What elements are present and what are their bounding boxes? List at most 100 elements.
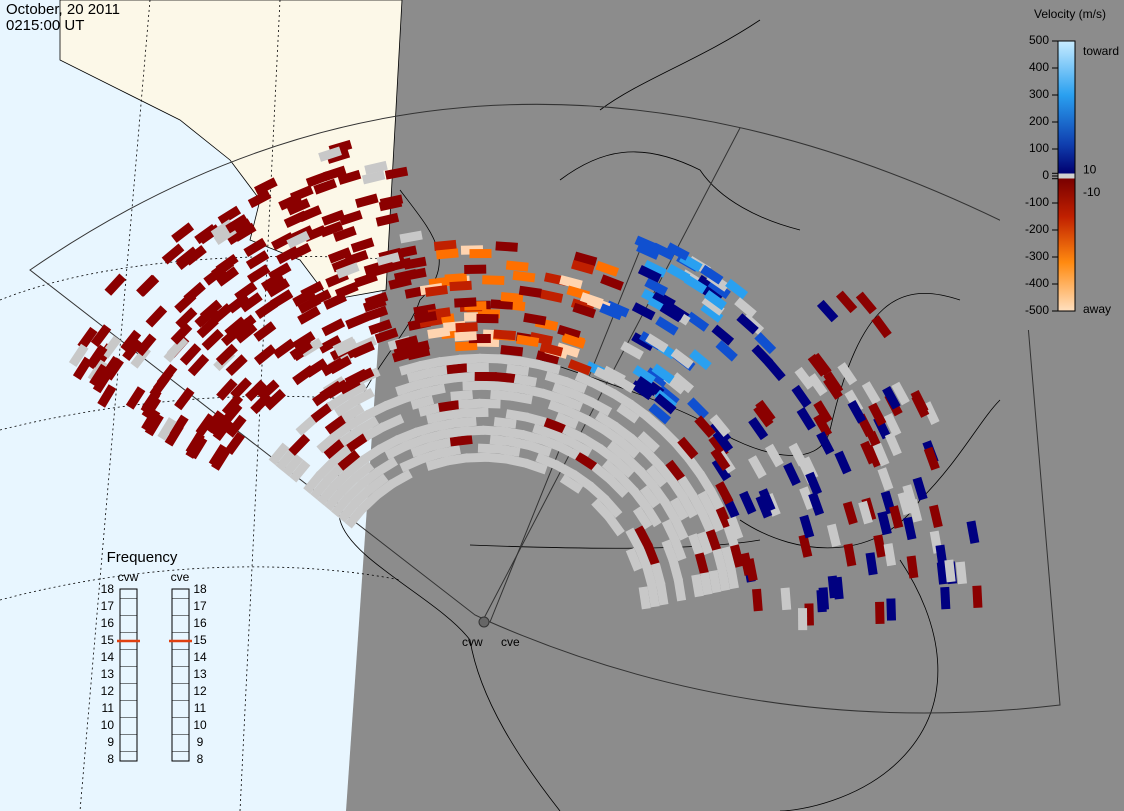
range-cell (543, 417, 568, 434)
range-cell (230, 377, 252, 400)
range-cell (289, 459, 311, 483)
range-cell (758, 488, 776, 512)
range-cell (555, 412, 579, 430)
range-cell (490, 389, 513, 401)
range-cell (424, 284, 448, 297)
range-cell (871, 315, 892, 339)
range-cell (175, 246, 199, 268)
colorbar-tick-label: 300 (1029, 87, 1049, 101)
range-cell (446, 408, 469, 420)
frequency-box (171, 588, 190, 762)
range-cell (604, 513, 625, 537)
range-cell (665, 459, 687, 483)
range-cell (351, 388, 375, 407)
range-cell (384, 166, 409, 180)
range-cell (268, 442, 290, 466)
range-cell (966, 520, 980, 544)
range-cell (354, 271, 378, 288)
range-cell (688, 533, 705, 557)
range-cell (906, 555, 919, 579)
range-cell (765, 443, 784, 468)
range-cell (337, 499, 359, 523)
range-cell (282, 454, 304, 477)
range-cell (208, 443, 229, 468)
range-cell (687, 397, 709, 420)
range-cell (843, 543, 857, 567)
range-cell (606, 440, 630, 462)
colorbar-tick-label: -200 (1025, 222, 1049, 236)
range-cell (441, 426, 465, 439)
range-cell (799, 486, 816, 511)
range-cell (600, 274, 624, 291)
range-cell (520, 430, 545, 445)
range-cell (195, 413, 216, 437)
range-cell (234, 322, 258, 344)
range-cell (651, 363, 675, 384)
range-cell (622, 453, 645, 476)
range-cell (144, 412, 164, 437)
range-cell (498, 354, 522, 366)
range-cell (122, 338, 143, 362)
range-cell (550, 429, 575, 447)
range-cell (429, 437, 454, 451)
range-cell (500, 292, 524, 303)
range-cell (783, 462, 801, 486)
range-cell (330, 468, 353, 491)
range-cell (365, 473, 389, 495)
range-cell (595, 260, 620, 277)
radar-name: cve (171, 570, 190, 584)
range-cell (125, 386, 146, 410)
range-cell (642, 447, 664, 470)
range-cell (516, 334, 540, 347)
range-cell (644, 277, 669, 297)
range-cell (595, 411, 619, 431)
range-cell (638, 586, 651, 610)
range-cell (653, 393, 677, 415)
range-cell (605, 300, 630, 318)
range-cell (323, 438, 347, 460)
range-cell (355, 193, 379, 209)
range-cell (671, 439, 693, 463)
colorbar-tick-label: 10 (1083, 162, 1097, 176)
range-cell (645, 333, 669, 353)
range-cell (422, 383, 446, 398)
range-cell (275, 448, 297, 472)
range-cell (505, 409, 529, 422)
range-cell (462, 380, 485, 391)
range-cell (362, 296, 387, 313)
range-cell (399, 360, 423, 376)
range-cell (322, 165, 347, 182)
range-cell (699, 572, 713, 596)
range-cell (476, 313, 499, 324)
range-cell (616, 403, 640, 424)
range-cell (584, 415, 608, 435)
range-cell (389, 469, 413, 489)
frequency-tick-label: 15 (101, 633, 115, 647)
range-cell (247, 189, 272, 209)
range-cell (399, 230, 423, 244)
range-cell (626, 399, 651, 421)
range-cell (478, 353, 502, 364)
radar-label: cvw (462, 635, 483, 649)
range-cell (295, 414, 318, 436)
range-cell (557, 324, 581, 340)
frequency-tick-label: 9 (197, 735, 204, 749)
range-cell (371, 261, 395, 277)
range-cell (813, 400, 833, 424)
range-cell (559, 474, 584, 494)
range-cell (393, 245, 418, 259)
range-cell (304, 358, 328, 378)
range-cell (661, 301, 685, 321)
range-cell (635, 376, 659, 397)
range-cell (570, 389, 595, 407)
range-cell (434, 373, 458, 386)
range-cell (179, 343, 202, 366)
range-cell (636, 242, 660, 260)
range-cell (697, 490, 716, 515)
range-cell (246, 264, 271, 284)
range-cell (331, 255, 356, 273)
range-cell (553, 460, 577, 479)
range-cell (697, 510, 716, 535)
range-cell (725, 278, 749, 300)
range-cell (651, 242, 676, 261)
